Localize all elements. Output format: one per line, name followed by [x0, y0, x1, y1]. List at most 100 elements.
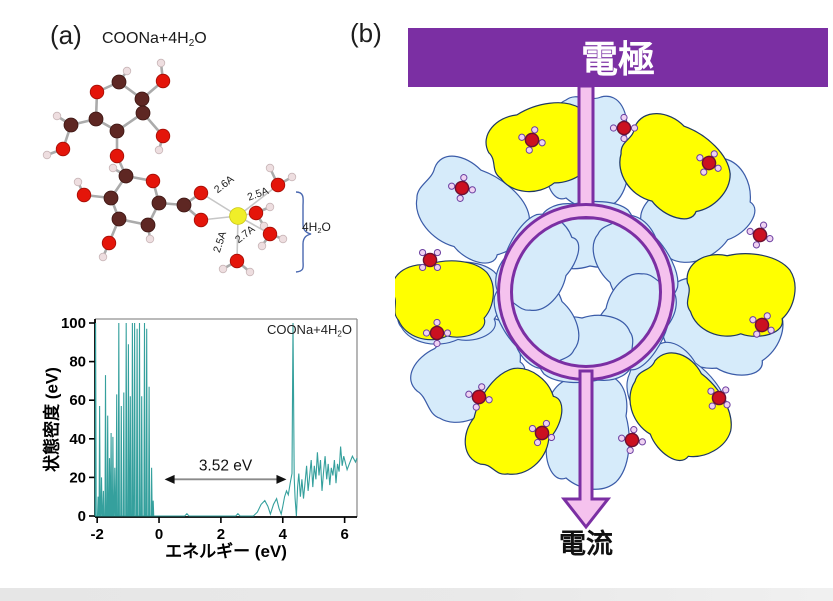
water-oxygen-dot: [534, 425, 550, 441]
water-hydrogen-dot: [531, 126, 539, 134]
bond-length-label: 2.6A: [212, 173, 236, 196]
atom-O: [89, 84, 105, 100]
water-molecule-icon: [707, 386, 731, 410]
water-hydrogen-dot: [422, 329, 431, 337]
y-tick-label: 20: [69, 469, 86, 486]
water-oxygen-dot: [701, 155, 717, 171]
water-hydrogen-dot: [525, 146, 533, 154]
molecule-ballstick-diagram: 2.6A 2.5A2.5A 2.7A: [42, 58, 312, 277]
water-molecule-icon: [422, 318, 452, 348]
atom-H: [122, 66, 132, 76]
band-gap-value: 3.52 eV: [199, 457, 253, 474]
atom-H: [156, 58, 166, 68]
water-hydrogen-dot: [533, 438, 542, 447]
molecule-title-sub: 2: [188, 37, 195, 49]
water-hydrogen-dot: [433, 248, 442, 257]
atom-C: [135, 105, 151, 121]
water-hydrogen-dot: [630, 124, 639, 132]
water-hydrogen-dot: [518, 133, 526, 141]
water-hydrogen-dot: [638, 438, 646, 446]
water-hydrogen-dot: [485, 396, 493, 404]
water-hydrogen-dot: [468, 186, 476, 194]
y-tick-label: 80: [69, 354, 86, 371]
water-hydrogen-dot: [542, 419, 551, 428]
atom-O: [55, 141, 71, 157]
water-hydrogen-dot: [630, 426, 638, 434]
water-oxygen-dot: [624, 432, 640, 448]
water-hydrogen-dot: [460, 174, 468, 182]
water-hydrogen-dot: [749, 316, 757, 324]
current-arrow-down: [560, 369, 612, 530]
atom-C: [140, 217, 156, 233]
water-hydrogen-dot: [700, 168, 708, 176]
y-tick-label: 60: [69, 392, 86, 409]
water-hydrogen-dot: [752, 241, 761, 249]
atom-O: [262, 226, 278, 242]
atom-H: [257, 241, 267, 251]
water-hydrogen-dot: [465, 390, 473, 398]
x-tick-label: 2: [217, 526, 225, 543]
water-molecule-icon: [618, 426, 646, 454]
atom-C: [88, 111, 104, 127]
water-oxygen-dot: [616, 120, 632, 136]
atom-H: [108, 163, 118, 173]
electrode-scheme-diagram: 電極 電流: [395, 28, 828, 559]
protein-blobs-layer: [395, 95, 796, 490]
x-tick-label: -2: [90, 526, 103, 543]
water-hydrogen-dot: [609, 124, 618, 132]
atom-O: [109, 148, 125, 164]
water-hydrogen-dot: [763, 312, 771, 320]
bond-length-label: 2.7A: [233, 223, 257, 246]
dos-curve: [94, 322, 358, 517]
water-hydrogen-dot: [766, 234, 774, 243]
chart-legend: COONa+4H2O: [246, 322, 352, 338]
yellow-blob: [464, 367, 563, 475]
atom-H: [265, 163, 275, 173]
atom-O: [248, 205, 264, 221]
water-molecule-icon: [528, 419, 556, 447]
atom-O: [155, 128, 171, 144]
y-tick-label: 40: [69, 431, 86, 448]
atom-H: [73, 177, 83, 187]
legend-sub: 2: [337, 329, 342, 339]
water-hydrogen-dot: [746, 227, 754, 236]
water-hydrogen-dot: [753, 330, 761, 338]
atom-O: [193, 185, 209, 201]
water-oxygen-dot: [429, 325, 445, 341]
atom-H: [218, 264, 228, 274]
molecule-title-prefix: COONa+4H: [102, 30, 189, 47]
atom-H: [52, 111, 62, 121]
x-axis-label: エネルギー (eV): [165, 542, 287, 561]
yellow-blob: [686, 253, 796, 337]
atom-H: [245, 267, 255, 277]
water-hydrogen-dot: [418, 248, 427, 257]
electrode-banner: [408, 28, 828, 87]
water-hydrogen-dot: [478, 383, 486, 391]
panel-a-label: (a): [50, 20, 82, 50]
water-hydrogen-dot: [708, 402, 716, 410]
atom-O: [101, 235, 117, 251]
atom-O: [145, 173, 161, 189]
water-hydrogen-dot: [620, 134, 628, 143]
yellow-blob: [619, 113, 731, 220]
x-tick-label: 0: [155, 526, 163, 543]
atom-H: [154, 145, 164, 155]
atom-H: [145, 234, 155, 244]
water-hydrogen-dot: [538, 139, 546, 147]
water-hydrogen-dot: [547, 433, 556, 442]
atom-C: [118, 168, 134, 184]
water-hydrogen-dot: [448, 182, 456, 190]
y-axis-label: 状態密度 (eV): [42, 367, 62, 472]
band-gap-arrowhead-left: [164, 474, 175, 484]
hydration-label-sub: 2: [317, 226, 322, 236]
water-hydrogen-dot: [723, 401, 731, 409]
atom-H: [259, 221, 269, 231]
bond-length-label: 2.5A: [211, 230, 229, 254]
molecule-title-suffix: O: [194, 30, 207, 47]
water-oxygen-dot: [454, 180, 470, 196]
yellow-blob: [629, 352, 732, 462]
hydration-group-label: 4H2O: [302, 220, 331, 235]
water-molecule-icon: [609, 113, 639, 143]
water-molecule-icon: [418, 248, 442, 272]
water-hydrogen-dot: [456, 194, 464, 202]
